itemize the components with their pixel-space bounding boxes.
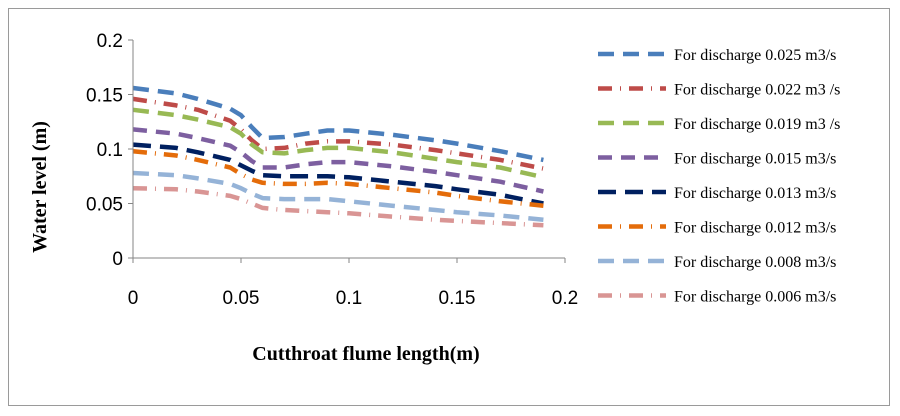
legend-label: For discharge 0.022 m3 /s <box>674 82 840 99</box>
y-axis-title: Water level (m) <box>29 121 51 253</box>
legend-item-1: For discharge 0.025 m3/s <box>598 47 836 64</box>
x-tick-label: 0.05 <box>223 288 260 309</box>
y-tick-label: 0 <box>112 249 123 270</box>
series-line-2 <box>132 96 544 171</box>
legend-item-6: For discharge 0.012 m3/s <box>598 220 836 237</box>
series-line-8 <box>132 185 544 228</box>
axes: 0 0.05 0.1 0.15 0.2 0 0.05 0.1 0.15 0.2 <box>86 31 578 309</box>
legend-label: For discharge 0.006 m3/s <box>674 289 836 306</box>
x-axis-title: Cutthroat flume length(m) <box>252 343 479 365</box>
legend-item-2: For discharge 0.022 m3 /s <box>598 82 840 99</box>
x-tick-label: 0.1 <box>336 288 362 309</box>
series-line-4 <box>132 127 544 194</box>
legend-label: For discharge 0.012 m3/s <box>674 220 836 237</box>
y-tick-label: 0.05 <box>86 195 123 216</box>
legend-item-4: For discharge 0.015 m3/s <box>598 151 836 168</box>
chart-frame <box>8 8 890 406</box>
legend-item-5: For discharge 0.013 m3/s <box>598 185 836 202</box>
series-line-7 <box>132 170 544 223</box>
legend: For discharge 0.025 m3/s For discharge 0.… <box>598 47 840 306</box>
legend-item-7: For discharge 0.008 m3/s <box>598 254 836 271</box>
series-line-6 <box>132 148 544 208</box>
series-line-3 <box>132 107 544 180</box>
legend-label: For discharge 0.019 m3 /s <box>674 116 840 133</box>
legend-label: For discharge 0.013 m3/s <box>674 185 836 202</box>
y-tick-label: 0.1 <box>97 140 123 161</box>
x-tick-label: 0.2 <box>552 288 578 309</box>
legend-label: For discharge 0.015 m3/s <box>674 151 836 168</box>
x-tick-label: 0 <box>128 288 139 309</box>
plot-area <box>132 85 544 228</box>
series-line-5 <box>132 142 544 206</box>
legend-label: For discharge 0.008 m3/s <box>674 254 836 271</box>
series-line-1 <box>132 85 544 163</box>
legend-label: For discharge 0.025 m3/s <box>674 47 836 64</box>
y-tick-label: 0.2 <box>97 31 123 52</box>
y-tick-label: 0.15 <box>86 86 123 107</box>
legend-item-3: For discharge 0.019 m3 /s <box>598 116 840 133</box>
legend-item-8: For discharge 0.006 m3/s <box>598 289 836 306</box>
x-tick-label: 0.15 <box>439 288 476 309</box>
